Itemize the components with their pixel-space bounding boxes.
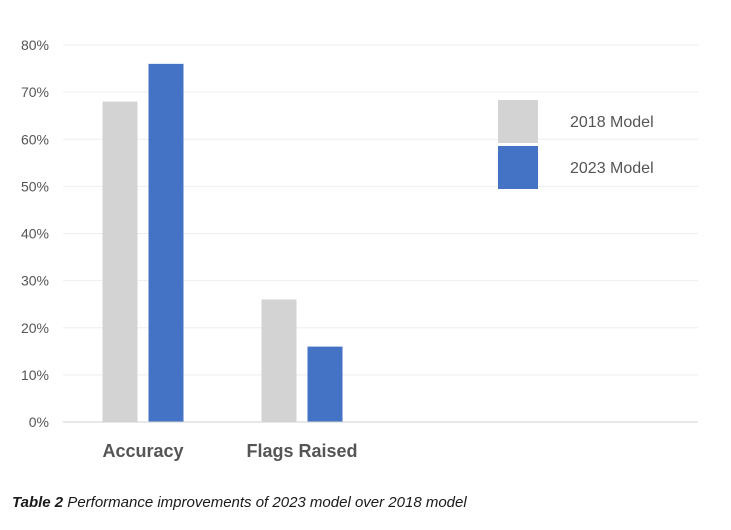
y-tick-label: 80%: [21, 37, 49, 53]
legend: 2018 Model 2023 Model: [498, 100, 654, 189]
legend-label: 2023 Model: [570, 160, 654, 177]
legend-swatch: [498, 100, 538, 143]
x-axis-category-labels: Accuracy Flags Raised: [102, 441, 357, 461]
x-category-label: Flags Raised: [246, 441, 357, 461]
bar-2023-model-accuracy: [148, 63, 184, 422]
y-tick-label: 20%: [21, 320, 49, 336]
figure-caption: Table 2 Performance improvements of 2023…: [12, 494, 467, 511]
legend-label: 2018 Model: [570, 114, 654, 131]
y-tick-label: 60%: [21, 131, 49, 147]
y-tick-label: 10%: [21, 367, 49, 383]
bar-2018-model-accuracy: [102, 101, 138, 423]
y-tick-label: 50%: [21, 178, 49, 194]
y-axis-tick-labels: 0% 10% 20% 30% 40% 50% 60% 70% 80%: [21, 37, 49, 430]
caption-label: Table 2: [12, 494, 64, 511]
legend-swatch: [498, 146, 538, 189]
bars: [102, 63, 343, 423]
bar-2018-model-flags-raised: [261, 299, 297, 422]
caption-text: Performance improvements of 2023 model o…: [63, 494, 467, 511]
bar-chart: 0% 10% 20% 30% 40% 50% 60% 70% 80% Accuracy Flags…: [21, 37, 698, 461]
y-tick-label: 0%: [29, 414, 49, 430]
y-tick-label: 30%: [21, 273, 49, 289]
y-tick-label: 70%: [21, 84, 49, 100]
y-tick-label: 40%: [21, 226, 49, 242]
bar-2023-model-flags-raised: [307, 346, 343, 422]
x-category-label: Accuracy: [102, 441, 183, 461]
